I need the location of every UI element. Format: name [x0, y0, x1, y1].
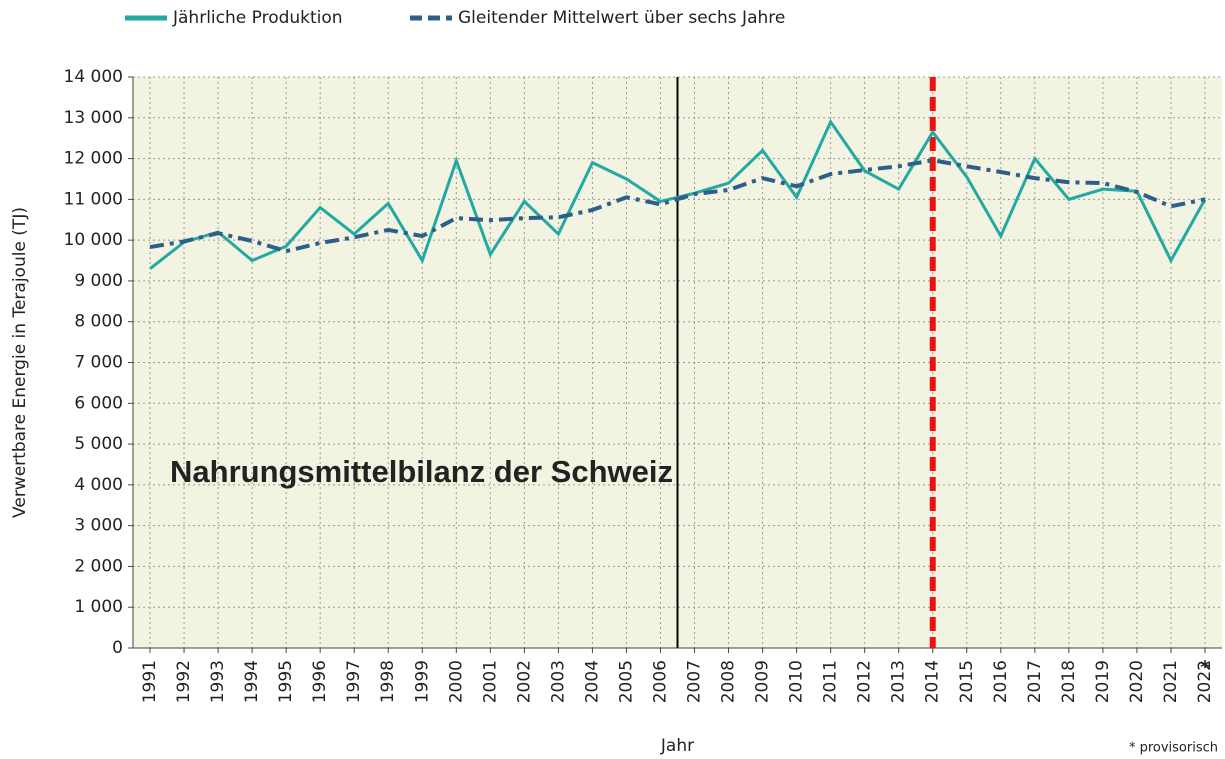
x-tick-label: 2009	[753, 660, 773, 703]
y-tick-label: 13 000	[64, 108, 123, 128]
y-tick-label: 0	[112, 638, 123, 658]
legend-label: Gleitender Mittelwert über sechs Jahre	[458, 8, 785, 28]
x-tick-label: 2015	[957, 660, 977, 703]
x-tick-label: 2010	[787, 660, 807, 703]
y-axis-label: Verwertbare Energie in Terajoule (TJ)	[10, 207, 30, 518]
y-tick-label: 11 000	[64, 189, 123, 209]
x-tick-label: 2000	[446, 660, 466, 703]
x-tick-label: 2020	[1127, 660, 1147, 703]
x-tick-label: 1998	[378, 660, 398, 703]
y-tick-label: 1 000	[74, 597, 123, 617]
x-tick-label: 2001	[480, 660, 500, 703]
series-line	[149, 158, 1206, 254]
x-tick-label: 1991	[140, 660, 160, 703]
x-tick-label: 1999	[412, 660, 432, 703]
y-tick-label: 4 000	[74, 475, 123, 495]
x-tick-label: 1994	[242, 660, 262, 703]
x-tick-label: 2003	[548, 660, 568, 703]
x-tick-label: 2016	[991, 660, 1011, 703]
x-tick-label: 2018	[1059, 660, 1079, 703]
x-tick-label: 2017	[1025, 660, 1045, 703]
x-tick-label: 2006	[650, 660, 670, 703]
overlay-title: Nahrungsmittelbilanz der Schweiz	[170, 454, 673, 489]
x-tick-label: 1996	[310, 660, 330, 703]
y-tick-label: 9 000	[74, 271, 123, 291]
y-tick-label: 12 000	[64, 149, 123, 169]
y-tick-label: 6 000	[74, 393, 123, 413]
x-tick-label: 2014	[923, 660, 943, 703]
x-tick-label: 2021	[1161, 660, 1181, 703]
x-tick-label: 1997	[344, 660, 364, 703]
footnote: * provisorisch	[1129, 741, 1218, 756]
y-tick-label: 5 000	[74, 434, 123, 454]
y-tick-label: 7 000	[74, 353, 123, 373]
y-tick-label: 10 000	[64, 230, 123, 250]
y-tick-label: 14 000	[64, 67, 123, 87]
y-tick-label: 2 000	[74, 556, 123, 576]
x-tick-label: 2004	[582, 660, 602, 703]
x-tick-label: 2005	[616, 660, 636, 703]
x-tick-label: 1993	[208, 660, 228, 703]
x-tick-label: 2008	[719, 660, 739, 703]
footnote-mark: *	[1200, 657, 1210, 678]
x-tick-label: 2019	[1093, 660, 1113, 703]
y-tick-label: 3 000	[74, 516, 123, 536]
x-tick-label: 2022	[1195, 660, 1215, 703]
y-tick-label: 8 000	[74, 312, 123, 332]
x-axis-label: Jahr	[660, 736, 694, 756]
x-tick-label: 1992	[174, 660, 194, 703]
x-tick-label: 2011	[821, 660, 841, 703]
x-tick-label: 1995	[276, 660, 296, 703]
x-tick-label: 2007	[685, 660, 705, 703]
x-tick-label: 2002	[514, 660, 534, 703]
legend-label: Jährliche Produktion	[172, 8, 343, 28]
x-tick-label: 2012	[855, 660, 875, 703]
x-tick-label: 2013	[889, 660, 909, 703]
